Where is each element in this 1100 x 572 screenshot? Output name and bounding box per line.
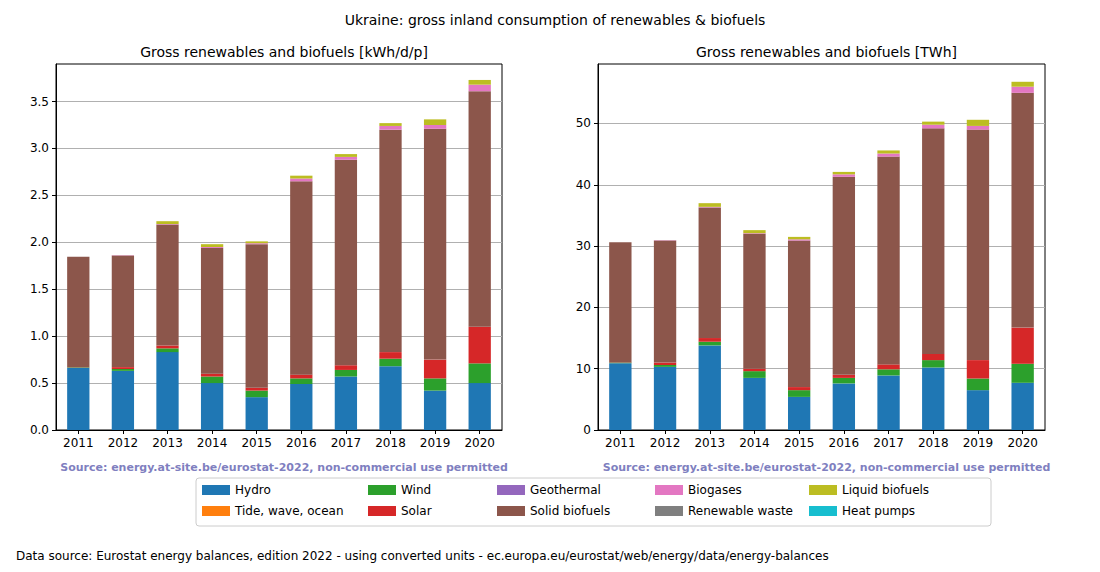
svg-text:2.5: 2.5: [30, 188, 49, 202]
svg-text:Data source: Eurostat energy b: Data source: Eurostat energy balances, e…: [16, 549, 829, 563]
svg-text:0.5: 0.5: [30, 376, 49, 390]
svg-text:Heat pumps: Heat pumps: [842, 504, 915, 518]
svg-text:3.0: 3.0: [30, 141, 49, 155]
svg-text:Geothermal: Geothermal: [530, 483, 601, 497]
svg-text:2020: 2020: [464, 436, 495, 450]
svg-text:Renewable waste: Renewable waste: [688, 504, 793, 518]
svg-text:2018: 2018: [375, 436, 406, 450]
svg-text:2011: 2011: [63, 436, 94, 450]
svg-text:10: 10: [576, 362, 591, 376]
svg-text:30: 30: [576, 239, 591, 253]
svg-text:2017: 2017: [873, 436, 904, 450]
svg-text:1.0: 1.0: [30, 329, 49, 343]
svg-text:2019: 2019: [963, 436, 994, 450]
svg-text:2020: 2020: [1007, 436, 1038, 450]
svg-text:Hydro: Hydro: [235, 483, 271, 497]
svg-text:2013: 2013: [152, 436, 183, 450]
svg-text:Solid biofuels: Solid biofuels: [530, 504, 610, 518]
svg-text:2016: 2016: [829, 436, 860, 450]
svg-text:2013: 2013: [694, 436, 725, 450]
svg-text:1.5: 1.5: [30, 282, 49, 296]
svg-text:Gross renewables and biofuels: Gross renewables and biofuels [kWh/d/p]: [140, 44, 428, 60]
svg-text:2018: 2018: [918, 436, 949, 450]
svg-text:Solar: Solar: [401, 504, 432, 518]
svg-text:2.0: 2.0: [30, 235, 49, 249]
svg-text:0: 0: [583, 423, 591, 437]
svg-text:Source: energy.at-site.be/euro: Source: energy.at-site.be/eurostat-2022,…: [60, 461, 508, 474]
svg-text:2019: 2019: [420, 436, 451, 450]
svg-text:2012: 2012: [650, 436, 681, 450]
svg-text:Ukraine: gross inland consumpt: Ukraine: gross inland consumption of ren…: [345, 12, 766, 28]
svg-text:2015: 2015: [784, 436, 815, 450]
svg-text:Source: energy.at-site.be/euro: Source: energy.at-site.be/eurostat-2022,…: [603, 461, 1051, 474]
svg-text:2011: 2011: [605, 436, 636, 450]
svg-text:40: 40: [576, 178, 591, 192]
svg-text:2016: 2016: [286, 436, 317, 450]
svg-text:Gross renewables and biofuels: Gross renewables and biofuels [TWh]: [696, 44, 957, 60]
svg-text:2012: 2012: [108, 436, 139, 450]
svg-text:Tide, wave, ocean: Tide, wave, ocean: [234, 504, 344, 518]
svg-text:50: 50: [576, 116, 591, 130]
svg-text:2014: 2014: [197, 436, 228, 450]
svg-text:3.5: 3.5: [30, 95, 49, 109]
svg-text:Liquid biofuels: Liquid biofuels: [842, 483, 929, 497]
svg-text:20: 20: [576, 300, 591, 314]
svg-text:2015: 2015: [241, 436, 272, 450]
svg-text:2014: 2014: [739, 436, 770, 450]
svg-text:Biogases: Biogases: [688, 483, 742, 497]
svg-text:Wind: Wind: [401, 483, 431, 497]
svg-text:0.0: 0.0: [30, 423, 49, 437]
svg-text:2017: 2017: [331, 436, 362, 450]
